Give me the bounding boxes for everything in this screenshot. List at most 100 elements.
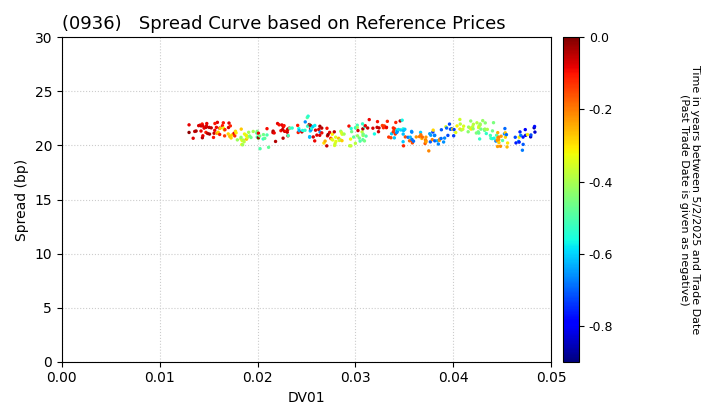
Point (500, 134, 511, 141)
Point (316, 125, 328, 131)
Point (214, 125, 225, 131)
Point (517, 134, 528, 140)
Point (315, 129, 326, 135)
Point (292, 129, 304, 136)
Point (335, 136, 346, 143)
Point (391, 129, 402, 136)
Point (236, 137, 248, 144)
Point (197, 123, 209, 129)
Point (214, 131, 225, 138)
Point (359, 138, 370, 144)
Point (333, 135, 344, 142)
Point (433, 141, 444, 147)
Point (208, 130, 220, 136)
Point (309, 122, 320, 129)
Point (251, 130, 263, 136)
Point (211, 130, 222, 136)
Point (438, 139, 449, 145)
Point (329, 142, 341, 149)
Point (492, 137, 503, 144)
Point (302, 113, 314, 120)
Point (276, 122, 288, 129)
Point (487, 119, 499, 126)
Point (226, 131, 238, 138)
Point (325, 135, 336, 142)
Point (305, 122, 316, 129)
Point (499, 125, 510, 132)
Point (465, 118, 477, 124)
Point (462, 129, 474, 135)
Point (510, 139, 522, 146)
Point (495, 143, 506, 150)
Point (251, 128, 263, 135)
Point (405, 134, 416, 141)
Point (326, 136, 338, 142)
Point (343, 123, 355, 129)
Point (446, 125, 457, 132)
Point (307, 134, 319, 140)
Point (279, 122, 290, 129)
Point (242, 134, 253, 141)
Point (350, 124, 361, 131)
Point (414, 133, 426, 140)
Point (420, 134, 432, 141)
Point (287, 125, 298, 131)
Point (282, 126, 294, 133)
Point (330, 138, 342, 145)
Point (236, 141, 248, 148)
Point (449, 126, 460, 133)
Point (253, 130, 264, 136)
Point (467, 126, 479, 132)
Point (304, 121, 315, 128)
Point (420, 139, 432, 145)
Point (195, 123, 207, 129)
Point (251, 134, 263, 140)
Point (382, 118, 393, 125)
Point (238, 139, 250, 145)
Point (282, 132, 294, 139)
Point (204, 124, 215, 131)
Point (513, 139, 525, 145)
Point (329, 140, 341, 147)
Point (277, 123, 289, 130)
Point (357, 121, 369, 127)
Point (228, 130, 240, 137)
Point (439, 135, 451, 142)
Point (404, 137, 415, 144)
Point (300, 118, 311, 125)
Point (387, 129, 399, 135)
Point (272, 120, 284, 127)
Point (385, 134, 397, 141)
Point (336, 137, 348, 144)
Point (254, 145, 266, 152)
Point (330, 134, 341, 141)
Point (434, 136, 446, 142)
X-axis label: DV01: DV01 (287, 391, 325, 405)
Point (388, 126, 400, 133)
Point (237, 142, 248, 148)
Point (518, 141, 529, 148)
Point (441, 125, 452, 131)
Point (410, 134, 422, 140)
Point (389, 134, 400, 141)
Point (200, 129, 212, 136)
Point (390, 119, 402, 126)
Point (473, 130, 485, 136)
Point (357, 131, 369, 137)
Point (335, 128, 346, 135)
Point (327, 131, 338, 138)
Point (205, 124, 217, 131)
Point (475, 126, 487, 132)
Point (240, 132, 252, 139)
Point (362, 125, 374, 131)
Point (408, 138, 419, 144)
Point (493, 139, 505, 146)
Point (492, 143, 503, 150)
Point (406, 136, 418, 143)
Point (359, 122, 371, 129)
Point (407, 139, 418, 146)
Point (425, 139, 436, 145)
Point (194, 122, 206, 129)
Point (284, 125, 295, 131)
Point (420, 136, 431, 143)
